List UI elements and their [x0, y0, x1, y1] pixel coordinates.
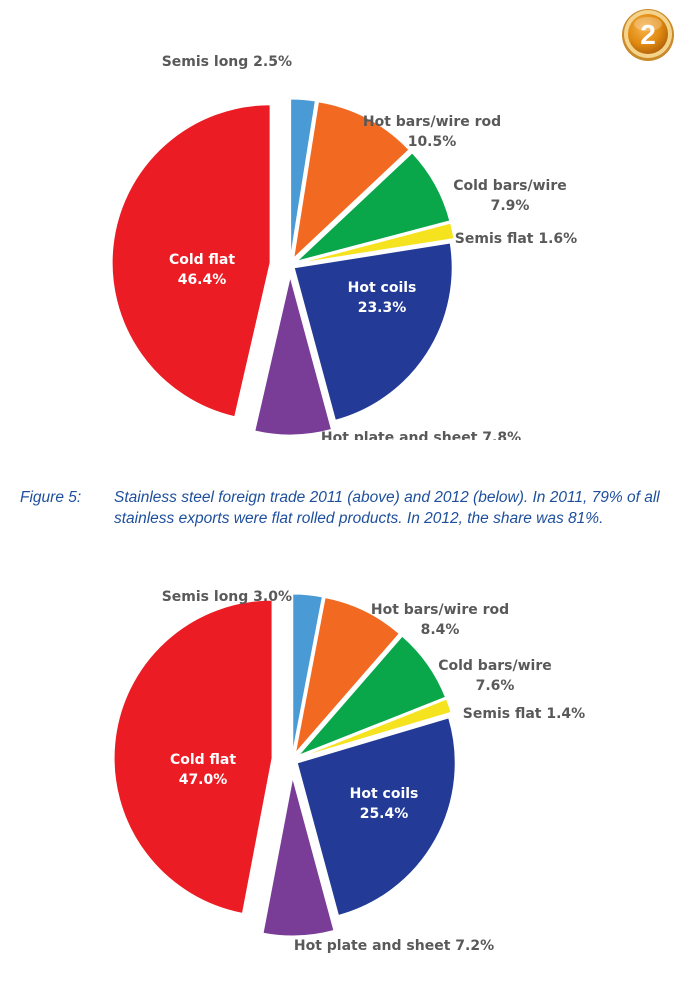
- data-label-hot-plate-and-sheet: Hot plate and sheet 7.2%: [294, 938, 494, 954]
- data-label-name: Semis flat 1.4%: [463, 706, 585, 722]
- data-label-semis-long: Semis long 3.0%: [162, 589, 292, 605]
- data-label-name: Hot bars/wire rod: [363, 114, 501, 130]
- data-label-semis-flat: Semis flat 1.4%: [463, 706, 585, 722]
- pie-slice-cold-bars-wire: [296, 152, 451, 262]
- data-label-value: 10.5%: [408, 134, 457, 150]
- data-label-value: 47.0%: [179, 772, 228, 788]
- pie-slice-hot-plate-and-sheet: [254, 276, 333, 436]
- pie-slice-cold-bars-wire: [298, 635, 447, 756]
- data-label-hot-coils: Hot coils 25.4%: [350, 786, 419, 822]
- data-label-value: 25.4%: [360, 806, 409, 822]
- data-label-name: Hot bars/wire rod: [371, 602, 509, 618]
- figure-caption-text: Stainless steel foreign trade 2011 (abov…: [114, 489, 660, 527]
- data-label-value: 46.4%: [178, 272, 227, 288]
- data-label-name: Semis flat 1.6%: [455, 231, 577, 247]
- data-label-hot-plate-and-sheet: Hot plate and sheet 7.8%: [321, 430, 521, 440]
- pie-slice-semis-flat: [299, 698, 452, 758]
- data-label-value: 7.9%: [491, 198, 530, 214]
- pie-slice-cold-flat: [113, 599, 273, 914]
- pie-slice-semis-long: [292, 593, 323, 753]
- data-label-semis-flat: Semis flat 1.6%: [455, 231, 577, 247]
- data-label-cold-bars-wire: Cold bars/wire 7.6%: [438, 658, 552, 694]
- data-label-value: 7.6%: [476, 678, 515, 694]
- data-label-name: Hot plate and sheet 7.2%: [294, 938, 494, 954]
- data-label-name: Cold flat: [169, 252, 235, 268]
- pie-chart-2011: Semis long 2.5% Hot bars/wire rod 10.5% Col…: [111, 54, 577, 440]
- data-label-name: Cold bars/wire: [438, 658, 552, 674]
- data-label-hot-bars-wire-rod: Hot bars/wire rod 8.4%: [371, 602, 509, 638]
- chapter-badge: 2: [622, 9, 674, 61]
- data-label-value: 23.3%: [358, 300, 407, 316]
- pie-slice-semis-long: [290, 98, 316, 258]
- pie-slice-hot-coils: [293, 242, 453, 421]
- data-label-semis-long: Semis long 2.5%: [162, 54, 292, 70]
- data-label-cold-flat: Cold flat 46.4%: [169, 252, 235, 288]
- pie-slice-hot-plate-and-sheet: [262, 777, 335, 937]
- figure-number: Figure 5:: [20, 489, 82, 506]
- data-label-hot-coils: Hot coils 23.3%: [348, 280, 417, 316]
- data-label-name: Hot coils: [348, 280, 417, 296]
- pie-slice-hot-bars-wire-rod: [294, 597, 400, 755]
- pie-chart-2012: Semis long 3.0% Hot bars/wire rod 8.4% Cold…: [113, 589, 585, 954]
- data-label-value: 8.4%: [421, 622, 460, 638]
- data-label-name: Hot coils: [350, 786, 419, 802]
- pie-slice-cold-flat: [111, 104, 271, 418]
- pie-slice-semis-flat: [297, 222, 455, 264]
- data-label-name: Hot plate and sheet 7.8%: [321, 430, 521, 440]
- chapter-badge-number: 2: [640, 19, 656, 50]
- data-label-cold-flat: Cold flat 47.0%: [170, 752, 236, 788]
- data-label-name: Cold flat: [170, 752, 236, 768]
- data-label-name: Semis long 2.5%: [162, 54, 292, 70]
- data-label-name: Cold bars/wire: [453, 178, 567, 194]
- data-label-cold-bars-wire: Cold bars/wire 7.9%: [453, 178, 567, 214]
- data-label-name: Semis long 3.0%: [162, 589, 292, 605]
- pie-slice-hot-coils: [296, 717, 456, 917]
- pie-slice-hot-bars-wire-rod: [293, 101, 410, 260]
- data-label-hot-bars-wire-rod: Hot bars/wire rod 10.5%: [363, 114, 501, 150]
